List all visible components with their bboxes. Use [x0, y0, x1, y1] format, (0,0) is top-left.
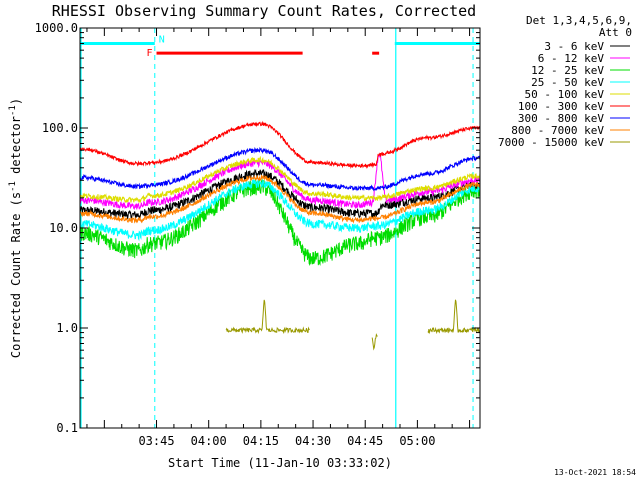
timestamp: 13-Oct-2021 18:54	[554, 468, 636, 477]
x-tick-label: 04:30	[295, 434, 331, 448]
y-axis-label: Corrected Count Rate (s-1 detector-1)	[8, 98, 23, 358]
legend-label: 300 - 800 keV	[518, 112, 604, 125]
y-tick-label: 1000.0	[35, 21, 78, 35]
x-axis-label: Start Time (11-Jan-10 03:33:02)	[168, 456, 392, 470]
plot-area: NF	[79, 28, 481, 428]
series-line-7000-15000-1	[371, 333, 378, 351]
chart-title: RHESSI Observing Summary Count Rates, Co…	[52, 2, 476, 20]
y-tick-label: 0.1	[56, 421, 78, 435]
y-axis-label-sup1: -1	[8, 181, 18, 192]
series-line-7	[79, 174, 481, 224]
y-axis-label-part3: )	[9, 98, 23, 105]
y-axis-label-part1: Corrected Count Rate (s	[9, 192, 23, 358]
series-line-6	[79, 146, 481, 192]
y-axis-label-sup2: -1	[8, 105, 18, 116]
series-line-0	[79, 168, 481, 220]
detector-header-line2: Att 0	[599, 26, 632, 39]
x-tick-label: 04:00	[191, 434, 227, 448]
y-tick-label: 1.0	[56, 321, 78, 335]
y-tick-label: 10.0	[49, 221, 78, 235]
series-line-5	[79, 120, 481, 169]
y-axis-label-part2: detector	[9, 116, 23, 181]
series-line-7000-15000-0	[225, 299, 310, 335]
flare-flag: F	[147, 48, 153, 59]
legend-label: 25 - 50 keV	[531, 76, 604, 89]
legend-label: 50 - 100 keV	[525, 88, 605, 101]
x-tick-label: 04:15	[243, 434, 279, 448]
detector-header-line1: Det 1,3,4,5,6,9,	[526, 14, 632, 27]
night-flag: N	[159, 34, 165, 45]
x-tick-label: 05:00	[399, 434, 435, 448]
x-tick-label: 04:45	[347, 434, 383, 448]
y-axis: 0.1 1.0 10.0 100.0 1000.0	[35, 21, 480, 435]
series-line-4	[79, 155, 481, 204]
legend-label: 7000 - 15000 keV	[498, 136, 604, 149]
x-tick-label: 03:45	[138, 434, 174, 448]
legend-label: 12 - 25 keV	[531, 64, 604, 77]
y-tick-label: 100.0	[42, 121, 78, 135]
legend-label: 800 - 7000 keV	[511, 124, 604, 137]
legend-label: 3 - 6 keV	[544, 40, 604, 53]
series-line-7000-15000-2	[427, 299, 480, 335]
x-axis: 03:45 04:00 04:15 04:30 04:45 05:00	[86, 28, 471, 448]
series-line-3	[79, 179, 481, 242]
plot-frame	[79, 27, 481, 429]
series-line-2	[79, 178, 481, 267]
legend-label: 100 - 300 keV	[518, 100, 604, 113]
legend-label: 6 - 12 keV	[538, 52, 605, 65]
